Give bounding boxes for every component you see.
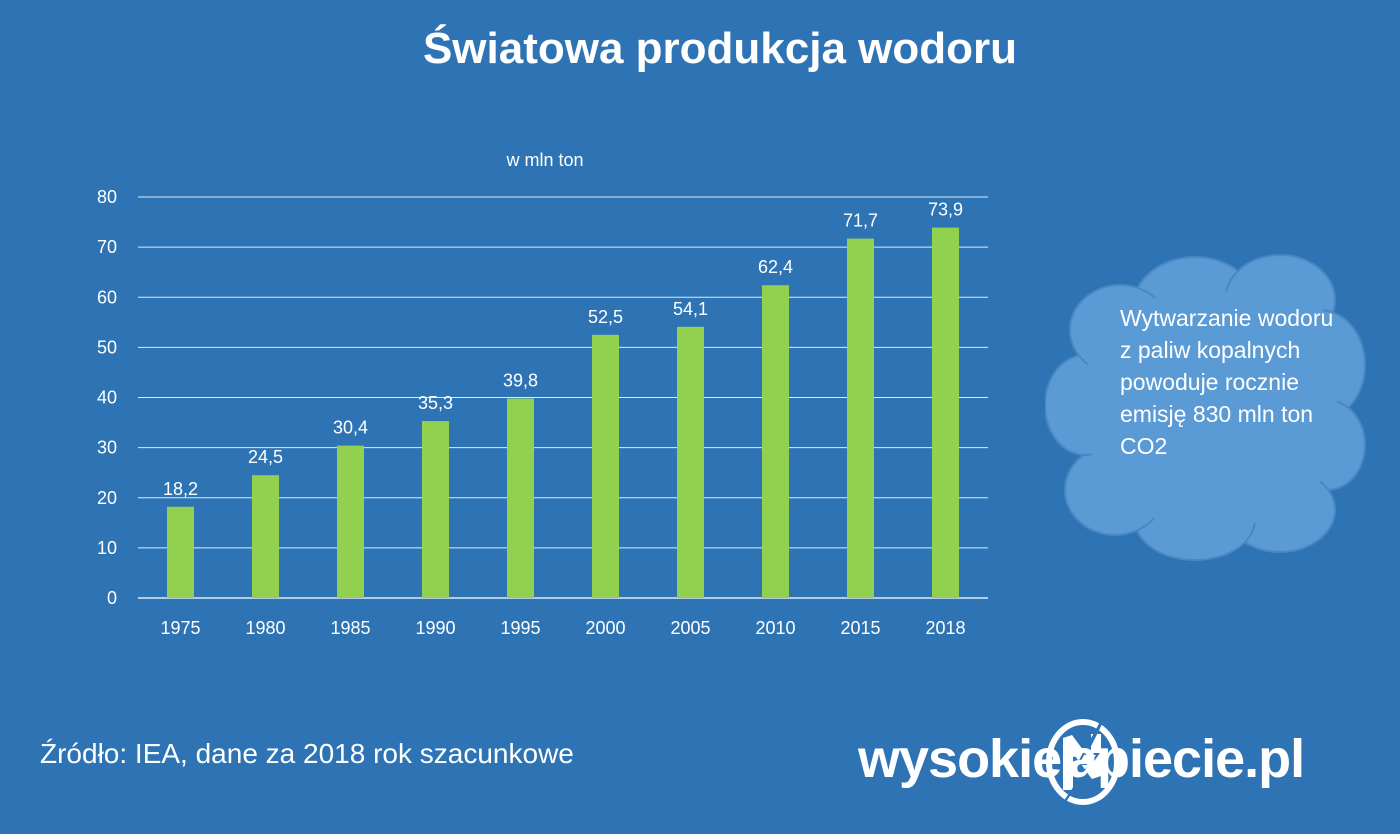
- bar: [252, 475, 279, 598]
- value-label: 62,4: [758, 257, 793, 277]
- x-axis-ticks: 1975 1980 1985 1990 1995 2000 2005 2010 2015 2018: [160, 618, 965, 638]
- x-tick-label: 2005: [670, 618, 710, 638]
- y-axis-ticks: 0 10 20 30 40 50 60 70 80: [97, 187, 117, 608]
- x-tick-label: 1995: [500, 618, 540, 638]
- bar: [677, 326, 704, 598]
- y-tick-label: 70: [97, 237, 117, 257]
- value-label: 39,8: [503, 371, 538, 391]
- x-tick-label: 1980: [245, 618, 285, 638]
- x-tick-label: 1985: [330, 618, 370, 638]
- y-tick-label: 30: [97, 438, 117, 458]
- x-tick-label: 2018: [925, 618, 965, 638]
- value-labels: 18,2 24,5 30,4 35,3 39,8 52,5 54,1 62,4 71,7 73,9: [163, 200, 963, 499]
- y-tick-label: 0: [107, 588, 117, 608]
- bar-chart: w mln ton 0 10 20 30 40 50 60 70 80 18,2 24,5 30,4…: [97, 150, 988, 638]
- bar: [847, 238, 874, 598]
- page-title: Światowa produkcja wodoru: [422, 24, 1018, 73]
- value-label: 73,9: [928, 200, 963, 220]
- bar: [592, 334, 619, 598]
- value-label: 71,7: [843, 211, 878, 231]
- callout-text: Wytwarzanie wodoru z paliw kopalnych pow…: [1120, 305, 1334, 459]
- x-tick-label: 1975: [160, 618, 200, 638]
- y-tick-label: 40: [97, 388, 117, 408]
- value-label: 18,2: [163, 479, 198, 499]
- gridlines: [138, 196, 988, 599]
- bar: [337, 445, 364, 598]
- bar: [932, 227, 959, 599]
- value-label: 30,4: [333, 418, 368, 438]
- bar: [167, 506, 194, 598]
- value-label: 52,5: [588, 307, 623, 327]
- y-tick-label: 80: [97, 187, 117, 207]
- value-label: 35,3: [418, 393, 453, 413]
- x-tick-label: 2000: [585, 618, 625, 638]
- cloud-callout-icon: [1045, 254, 1366, 561]
- bar: [507, 398, 534, 598]
- bar: [422, 421, 449, 598]
- y-tick-label: 10: [97, 538, 117, 558]
- lightning-n-icon: [1046, 702, 1120, 821]
- value-label: 54,1: [673, 299, 708, 319]
- logo-text-right: apiecie.pl: [1068, 729, 1305, 789]
- y-tick-label: 50: [97, 337, 117, 357]
- x-tick-label: 2010: [755, 618, 795, 638]
- y-tick-label: 60: [97, 287, 117, 307]
- bars: [167, 227, 959, 599]
- unit-label: w mln ton: [505, 150, 583, 170]
- x-tick-label: 1990: [415, 618, 455, 638]
- source-note: Źródło: IEA, dane za 2018 rok szacunkowe: [40, 738, 574, 769]
- value-label: 24,5: [248, 447, 283, 467]
- y-tick-label: 20: [97, 488, 117, 508]
- logo: wysokie apiecie.pl: [858, 702, 1378, 822]
- bar: [762, 285, 789, 598]
- x-tick-label: 2015: [840, 618, 880, 638]
- logo-text-left: wysokie: [858, 729, 1062, 789]
